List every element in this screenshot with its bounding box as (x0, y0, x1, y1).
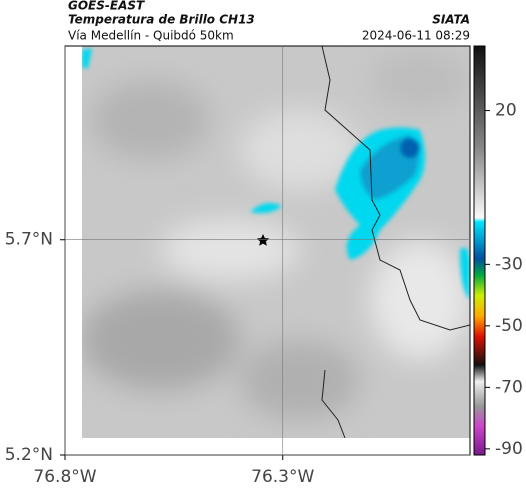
timestamp: 2024-06-11 08:29 (362, 29, 470, 43)
colorbar-tick-label: -70 (495, 377, 523, 397)
x-tick-label: 76.3°W (251, 467, 314, 487)
source: GOES-EAST (68, 0, 145, 13)
border (321, 46, 470, 438)
colorbar-tick-label: -50 (495, 316, 523, 336)
colorbar-tick-label: -30 (495, 254, 523, 274)
colorbar-tick-label: 20 (495, 101, 517, 121)
x-tick-label: 76.8°W (33, 467, 96, 487)
subtitle: Vía Medellín - Quibdó 50km (68, 29, 234, 43)
colorbar-tick-label: -90 (495, 439, 523, 459)
y-tick-label: 5.2°N (5, 445, 53, 465)
y-tick-label: 5.7°N (5, 230, 53, 250)
satellite-image (82, 46, 470, 438)
agency: SIATA (432, 13, 470, 27)
title: Temperatura de Brillo CH13 (68, 13, 255, 27)
colorbar (473, 45, 486, 456)
